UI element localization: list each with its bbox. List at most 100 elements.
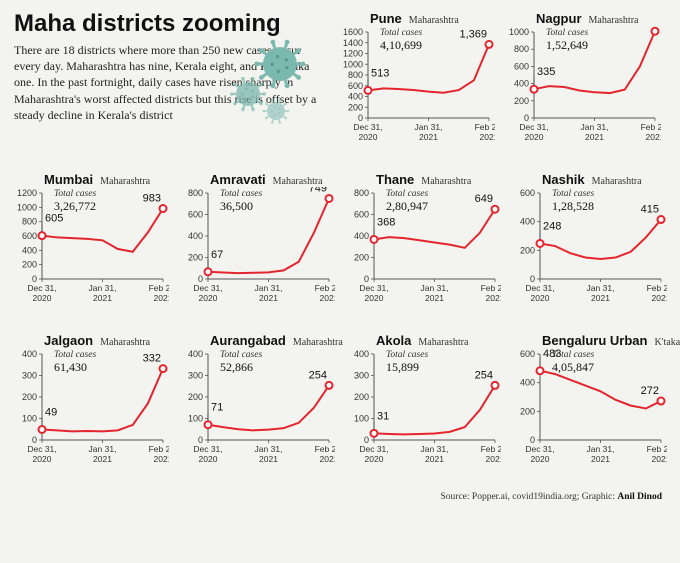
svg-text:2021: 2021	[93, 454, 112, 464]
svg-text:Feb 28,: Feb 28,	[315, 283, 335, 293]
svg-text:2020: 2020	[359, 132, 378, 142]
chart-nashik: Nashik Maharashtra Total cases 1,28,528 …	[512, 171, 672, 326]
chart-plot: Total cases 4,10,699 0200400600800100012…	[340, 26, 495, 144]
end-value-label: 649	[475, 193, 493, 205]
svg-text:400: 400	[354, 349, 369, 359]
svg-text:2021: 2021	[419, 132, 438, 142]
svg-text:800: 800	[354, 188, 369, 198]
start-value-label: 248	[543, 220, 561, 232]
start-value-label: 31	[377, 410, 389, 422]
total-cases-block: Total cases 4,05,847	[552, 350, 594, 375]
svg-text:Jan 31,: Jan 31,	[587, 444, 615, 454]
svg-text:200: 200	[520, 245, 535, 255]
svg-text:200: 200	[520, 406, 535, 416]
svg-text:Dec 31,: Dec 31,	[27, 283, 56, 293]
svg-text:400: 400	[348, 92, 363, 102]
svg-text:2020: 2020	[199, 293, 218, 303]
total-cases-label: Total cases	[54, 189, 96, 199]
chart-state: Maharashtra	[293, 337, 343, 348]
svg-text:600: 600	[520, 188, 535, 198]
chart-state: Maharashtra	[100, 337, 150, 348]
start-value-label: 49	[45, 406, 57, 418]
chart-thane: Thane Maharashtra Total cases 2,80,947 0…	[346, 171, 506, 326]
svg-text:2020: 2020	[365, 454, 384, 464]
chart-city: Pune	[370, 11, 402, 26]
svg-text:100: 100	[22, 414, 37, 424]
chart-header: Pune Maharashtra	[340, 10, 500, 26]
end-value-label: 254	[309, 369, 327, 381]
svg-text:1200: 1200	[343, 49, 363, 59]
start-value-label: 368	[377, 216, 395, 228]
svg-text:Dec 31,: Dec 31,	[519, 122, 548, 132]
total-cases-value: 3,26,772	[54, 199, 96, 214]
total-cases-value: 15,899	[386, 360, 428, 375]
chart-plot: Total cases 15,899 0100200300400Dec 31,2…	[346, 348, 501, 466]
start-value-label: 335	[537, 66, 555, 78]
total-cases-block: Total cases 52,866	[220, 350, 262, 375]
svg-text:400: 400	[354, 231, 369, 241]
svg-text:800: 800	[188, 188, 203, 198]
total-cases-label: Total cases	[552, 350, 594, 360]
svg-text:2021: 2021	[652, 454, 667, 464]
svg-text:Feb 28,: Feb 28,	[315, 444, 335, 454]
total-cases-value: 2,80,947	[386, 199, 428, 214]
chart-header: Amravati Maharashtra	[180, 171, 340, 187]
total-cases-value: 1,28,528	[552, 199, 594, 214]
svg-text:300: 300	[354, 371, 369, 381]
chart-plot: Total cases 61,430 0100200300400Dec 31,2…	[14, 348, 169, 466]
svg-text:Dec 31,: Dec 31,	[359, 444, 388, 454]
svg-text:200: 200	[514, 96, 529, 106]
infographic-page: Maha districts zooming There are 18 dist…	[0, 0, 680, 563]
chart-jalgaon: Jalgaon Maharashtra Total cases 61,430 0…	[14, 332, 174, 487]
intro-text: There are 18 districts where more than 2…	[14, 42, 330, 123]
svg-text:400: 400	[520, 378, 535, 388]
svg-text:Jan 31,: Jan 31,	[421, 283, 449, 293]
svg-text:Dec 31,: Dec 31,	[353, 122, 382, 132]
svg-text:200: 200	[22, 392, 37, 402]
svg-text:400: 400	[514, 79, 529, 89]
svg-text:600: 600	[514, 61, 529, 71]
chart-city: Mumbai	[44, 172, 93, 187]
svg-text:2021: 2021	[425, 454, 444, 464]
chart-plot: Total cases 52,866 0100200300400Dec 31,2…	[180, 348, 335, 466]
chart-plot: Total cases 1,28,528 0200400600Dec 31,20…	[512, 187, 667, 305]
chart-city: Amravati	[210, 172, 266, 187]
chart-state: Maharashtra	[592, 176, 642, 187]
svg-text:2021: 2021	[652, 293, 667, 303]
chart-state: Maharashtra	[100, 176, 150, 187]
total-cases-block: Total cases 3,26,772	[54, 189, 96, 214]
chart-plot: Total cases 1,52,649 02004006008001000De…	[506, 26, 661, 144]
total-cases-value: 61,430	[54, 360, 96, 375]
chart-state: Maharashtra	[421, 176, 471, 187]
start-value-label: 67	[211, 249, 223, 261]
total-cases-block: Total cases 36,500	[220, 189, 262, 214]
svg-text:2020: 2020	[365, 293, 384, 303]
svg-text:Feb 28,: Feb 28,	[475, 122, 495, 132]
svg-text:800: 800	[348, 70, 363, 80]
chart-state: Maharashtra	[409, 15, 459, 26]
total-cases-block: Total cases 1,52,649	[546, 28, 588, 53]
svg-text:100: 100	[354, 414, 369, 424]
chart-header: Aurangabad Maharashtra	[180, 332, 340, 348]
chart-plot: Total cases 36,500 0200400600800Dec 31,2…	[180, 187, 335, 305]
svg-text:2021: 2021	[259, 293, 278, 303]
intro-block: Maha districts zooming There are 18 dist…	[14, 10, 330, 165]
chart-state: Maharashtra	[589, 15, 639, 26]
svg-text:Dec 31,: Dec 31,	[359, 283, 388, 293]
total-cases-label: Total cases	[386, 189, 428, 199]
svg-text:2021: 2021	[259, 454, 278, 464]
svg-text:400: 400	[520, 217, 535, 227]
svg-text:200: 200	[188, 253, 203, 263]
svg-text:2020: 2020	[531, 293, 550, 303]
svg-text:Feb 28,: Feb 28,	[647, 283, 667, 293]
svg-text:200: 200	[22, 260, 37, 270]
chart-header: Nashik Maharashtra	[512, 171, 672, 187]
svg-text:Dec 31,: Dec 31,	[193, 444, 222, 454]
total-cases-value: 4,05,847	[552, 360, 594, 375]
svg-text:2020: 2020	[531, 454, 550, 464]
svg-text:300: 300	[188, 371, 203, 381]
svg-text:Dec 31,: Dec 31,	[27, 444, 56, 454]
source-line: Source: Popper.ai, covid19india.org; Gra…	[14, 492, 662, 502]
chart-header: Jalgaon Maharashtra	[14, 332, 174, 348]
chart-plot: Total cases 3,26,772 0200400600800100012…	[14, 187, 169, 305]
